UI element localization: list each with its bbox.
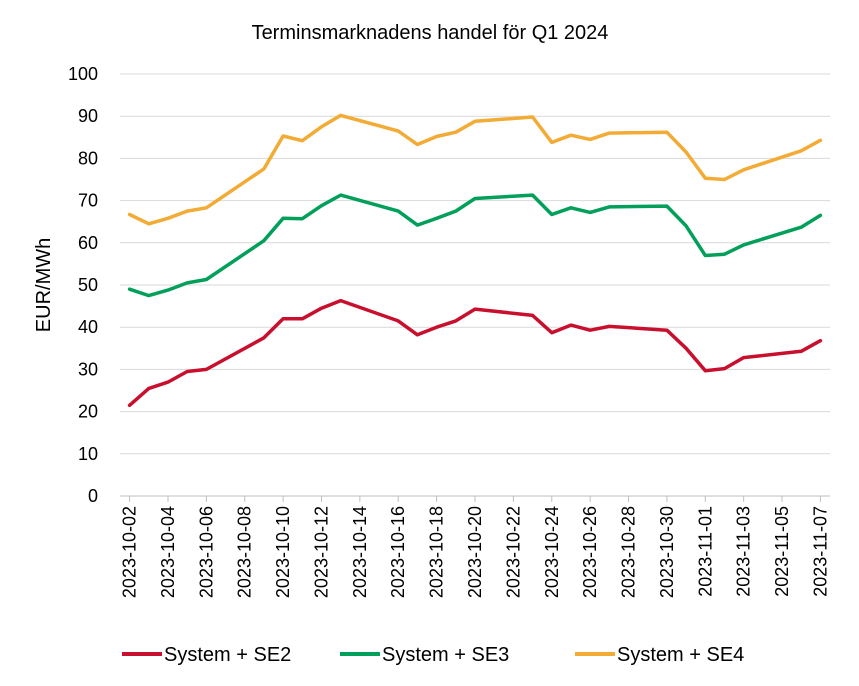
legend-label: System + SE3 <box>382 644 509 666</box>
series-line-3 <box>127 113 823 226</box>
x-tick-label: 2023-10-30 <box>657 506 677 598</box>
legend-label: System + SE4 <box>617 644 744 666</box>
y-axis-title: EUR/MWh <box>33 238 55 332</box>
y-tick-label: 40 <box>78 317 98 337</box>
series-lines <box>127 113 823 408</box>
x-tick-label: 2023-10-12 <box>311 506 331 598</box>
x-tick-label: 2023-10-24 <box>542 506 562 598</box>
x-tick-label: 2023-10-08 <box>235 506 255 598</box>
x-tick-label: 2023-10-22 <box>503 506 523 598</box>
x-tick-label: 2023-10-16 <box>388 506 408 598</box>
x-tick-label: 2023-11-07 <box>810 506 830 597</box>
x-tick-label: 2023-10-26 <box>580 506 600 598</box>
y-tick-label: 30 <box>78 359 98 379</box>
y-axis-ticks: 0 10 20 30 40 50 60 70 80 90 100 <box>68 64 98 506</box>
series-line-2 <box>127 193 823 298</box>
x-tick-label: 2023-11-01 <box>695 506 715 597</box>
axes <box>120 495 830 502</box>
y-tick-label: 20 <box>78 402 98 422</box>
legend: System + SE2 System + SE3 System + SE4 <box>122 644 744 666</box>
series-line-1 <box>127 298 823 408</box>
x-tick-label: 2023-10-14 <box>350 506 370 598</box>
y-tick-label: 0 <box>88 486 98 506</box>
y-tick-label: 90 <box>78 106 98 126</box>
y-tick-label: 100 <box>68 64 98 84</box>
x-tick-label: 2023-10-18 <box>427 506 447 598</box>
x-tick-label: 2023-10-02 <box>120 506 140 598</box>
x-tick-label: 2023-10-28 <box>619 506 639 598</box>
x-axis-ticks: 2023-10-02 2023-10-04 2023-10-06 2023-10-08… <box>120 506 831 598</box>
x-tick-label: 2023-10-06 <box>196 506 216 598</box>
y-tick-label: 70 <box>78 191 98 211</box>
legend-label: System + SE2 <box>164 644 291 666</box>
x-tick-label: 2023-10-10 <box>273 506 293 598</box>
y-tick-label: 50 <box>78 275 98 295</box>
x-tick-label: 2023-10-04 <box>158 506 178 598</box>
y-tick-label: 60 <box>78 233 98 253</box>
x-tick-label: 2023-10-20 <box>465 506 485 598</box>
chart-title: Terminsmarknadens handel för Q1 2024 <box>252 22 609 44</box>
x-tick-label: 2023-11-03 <box>734 506 754 597</box>
y-tick-label: 80 <box>78 148 98 168</box>
gridlines <box>120 73 830 455</box>
y-tick-label: 10 <box>78 444 98 464</box>
x-tick-label: 2023-11-05 <box>772 506 792 597</box>
